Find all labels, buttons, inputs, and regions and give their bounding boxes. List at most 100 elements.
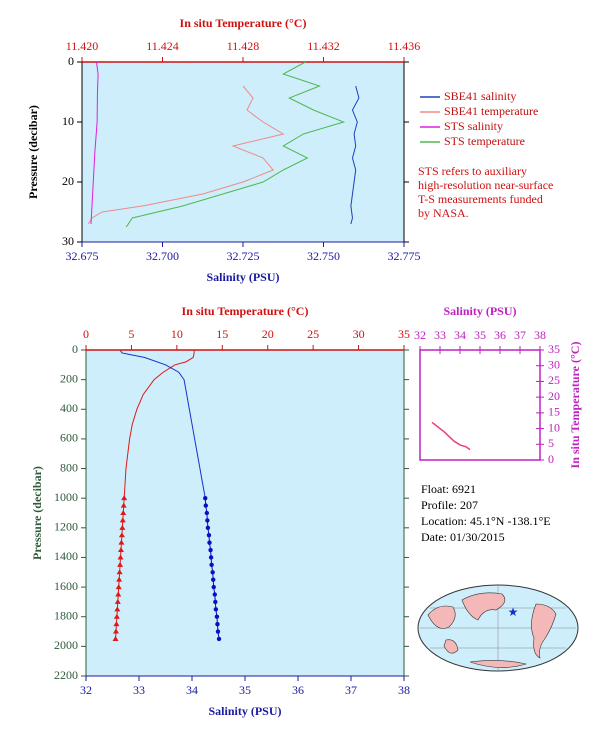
profile-line xyxy=(123,350,195,499)
triangle-marker xyxy=(120,510,127,515)
x2-axis-label: In situ Temperature (°C) xyxy=(182,304,309,318)
y-tick-label: 35 xyxy=(548,342,560,356)
float-info: Profile: 207 xyxy=(421,498,478,512)
y-axis-label: Pressure (decibar) xyxy=(26,105,40,199)
y-tick-label: 15 xyxy=(548,405,560,419)
dot-marker xyxy=(204,510,210,516)
profile-line xyxy=(87,85,285,225)
y-tick-label: 1400 xyxy=(54,549,78,563)
x-axis-label: Salinity (PSU) xyxy=(443,304,516,318)
y-tick-label: 600 xyxy=(60,431,78,445)
x2-tick-label: 35 xyxy=(398,327,410,341)
dot-marker xyxy=(203,495,208,501)
note-line: T-S measurements funded xyxy=(418,192,543,206)
dot-marker xyxy=(209,562,214,568)
triangle-marker xyxy=(121,495,128,501)
ts-line xyxy=(431,421,471,451)
dot-marker xyxy=(208,547,213,553)
triangle-marker xyxy=(120,502,127,508)
note-line: STS refers to auxiliary xyxy=(418,164,527,178)
y-axis-label: Pressure (decibar) xyxy=(30,466,44,560)
x2-tick-label: 11.420 xyxy=(66,39,99,53)
y-tick-label: 20 xyxy=(548,389,560,403)
plot-background xyxy=(420,350,540,460)
dot-marker xyxy=(215,629,221,634)
x-tick-label: 38 xyxy=(534,328,546,342)
triangle-marker xyxy=(116,576,123,582)
triangle-marker xyxy=(112,628,119,634)
plot-background xyxy=(82,62,404,242)
x-tick-label: 32.725 xyxy=(227,249,260,263)
dot-marker xyxy=(215,621,220,627)
triangle-marker xyxy=(115,591,122,597)
x2-tick-label: 11.432 xyxy=(307,39,340,53)
legend-label: STS temperature xyxy=(444,134,525,148)
dot-marker xyxy=(210,570,215,575)
y-tick-label: 20 xyxy=(62,174,74,188)
y-tick-label: 0 xyxy=(68,54,74,68)
profile-line xyxy=(125,61,346,228)
dot-marker xyxy=(203,503,208,508)
y-tick-label: 30 xyxy=(548,357,560,371)
y-tick-label: 2200 xyxy=(54,668,78,682)
triangle-marker xyxy=(115,584,122,590)
y-tick-label: 0 xyxy=(72,342,78,356)
dot-marker xyxy=(207,540,212,545)
x2-tick-label: 25 xyxy=(307,327,319,341)
dot-marker xyxy=(214,614,220,619)
legend-label: SBE41 salinity xyxy=(444,89,516,103)
x-tick-label: 32.700 xyxy=(146,249,179,263)
profile-line xyxy=(350,85,360,225)
note-line: by NASA. xyxy=(418,206,469,220)
y-tick-label: 1200 xyxy=(54,520,78,534)
x2-tick-label: 11.428 xyxy=(227,39,260,53)
x2-tick-label: 30 xyxy=(353,327,365,341)
legend-label: SBE41 temperature xyxy=(444,104,538,118)
y-tick-label: 200 xyxy=(60,371,78,385)
y-tick-label: 1600 xyxy=(54,579,78,593)
x2-tick-label: 5 xyxy=(128,327,134,341)
y-tick-label: 10 xyxy=(62,114,74,128)
y-tick-label: 25 xyxy=(548,373,560,387)
x-tick-label: 34 xyxy=(454,328,466,342)
x2-tick-label: 10 xyxy=(171,327,183,341)
world-map: ★ xyxy=(417,584,579,672)
legend-label: STS salinity xyxy=(444,119,503,133)
dot-marker xyxy=(212,592,217,597)
y-tick-label: 0 xyxy=(548,452,554,466)
x-tick-label: 32.750 xyxy=(307,249,340,263)
triangle-marker xyxy=(116,569,123,575)
triangle-marker xyxy=(118,539,125,545)
y-axis-label: In situ Temperature (°C) xyxy=(568,342,582,469)
x-tick-label: 35 xyxy=(474,328,486,342)
dot-marker xyxy=(205,525,211,531)
x2-tick-label: 11.424 xyxy=(146,39,179,53)
x-tick-label: 33 xyxy=(133,683,145,697)
x-tick-label: 33 xyxy=(434,328,446,342)
x-tick-label: 32 xyxy=(80,683,92,697)
x-tick-label: 32.775 xyxy=(388,249,421,263)
dot-marker xyxy=(213,607,219,612)
x-tick-label: 35 xyxy=(239,683,251,697)
triangle-marker xyxy=(113,621,120,627)
x-tick-label: 38 xyxy=(398,683,410,697)
x-tick-label: 36 xyxy=(292,683,304,697)
x2-tick-label: 0 xyxy=(83,327,89,341)
note-line: high-resolution near-surface xyxy=(418,178,553,192)
triangle-marker xyxy=(117,547,124,553)
dot-marker xyxy=(211,577,216,582)
x2-tick-label: 20 xyxy=(262,327,274,341)
y-tick-label: 400 xyxy=(60,401,78,415)
x-tick-label: 37 xyxy=(345,683,357,697)
plot-background xyxy=(86,350,404,676)
y-tick-label: 30 xyxy=(62,234,74,248)
x-axis-label: Salinity (PSU) xyxy=(206,270,279,284)
float-info: Date: 01/30/2015 xyxy=(421,530,505,544)
x-tick-label: 36 xyxy=(494,328,506,342)
x-tick-label: 34 xyxy=(186,683,198,697)
float-info: Float: 6921 xyxy=(421,482,476,496)
y-tick-label: 2000 xyxy=(54,638,78,652)
dot-marker xyxy=(206,533,212,538)
triangle-marker xyxy=(114,598,121,604)
